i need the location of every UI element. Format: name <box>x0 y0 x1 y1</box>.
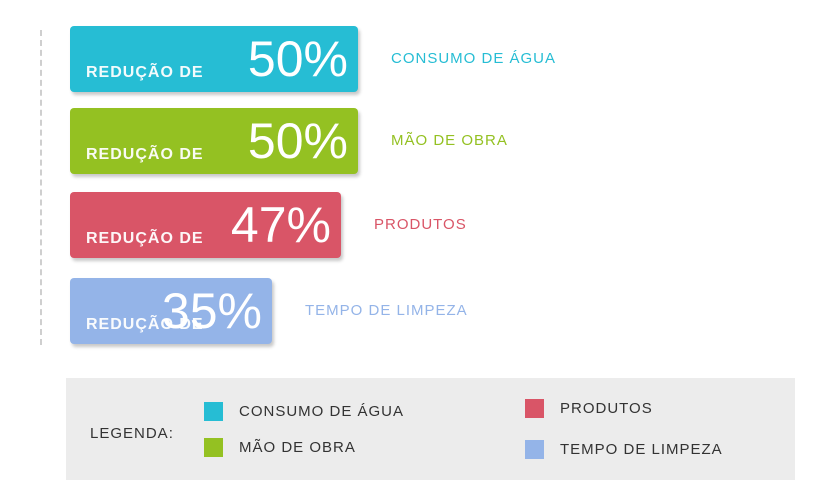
bar-value-label: 50% <box>247 31 348 87</box>
legend: LEGENDA: CONSUMO DE ÁGUA MÃO DE OBRA PRO… <box>66 378 795 480</box>
bar-prefix-label: REDUÇÃO DE <box>86 316 204 333</box>
category-label-produtos: PRODUTOS <box>374 216 467 233</box>
bar-consumo-de-agua: REDUÇÃO DE 50% <box>70 26 358 92</box>
bar-tempo-de-limpeza: REDUÇÃO DE 35% <box>70 278 272 344</box>
bar-produtos: REDUÇÃO DE 47% <box>70 192 341 258</box>
legend-label-consumo-de-agua: CONSUMO DE ÁGUA <box>239 403 405 420</box>
category-label-tempo-de-limpeza: TEMPO DE LIMPEZA <box>305 302 468 319</box>
bar-prefix-label: REDUÇÃO DE <box>86 146 204 163</box>
dashed-axis-line <box>40 30 42 345</box>
bar-prefix-label: REDUÇÃO DE <box>86 230 204 247</box>
bar-value-label: 35% <box>161 283 262 339</box>
legend-label-produtos: PRODUTOS <box>560 400 653 417</box>
legend-item-consumo-de-agua: CONSUMO DE ÁGUA <box>204 402 404 421</box>
legend-item-mao-de-obra: MÃO DE OBRA <box>204 438 356 457</box>
legend-title: LEGENDA: <box>90 425 174 442</box>
bar-value-label: 47% <box>230 197 331 253</box>
legend-swatch-produtos <box>525 399 544 418</box>
legend-swatch-mao-de-obra <box>204 438 223 457</box>
bar-mao-de-obra: REDUÇÃO DE 50% <box>70 108 358 174</box>
legend-label-mao-de-obra: MÃO DE OBRA <box>239 439 356 456</box>
bar-prefix-label: REDUÇÃO DE <box>86 64 204 81</box>
category-label-mao-de-obra: MÃO DE OBRA <box>391 132 508 149</box>
legend-label-tempo-de-limpeza: TEMPO DE LIMPEZA <box>560 441 723 458</box>
legend-item-tempo-de-limpeza: TEMPO DE LIMPEZA <box>525 440 723 459</box>
legend-item-produtos: PRODUTOS <box>525 399 653 418</box>
legend-swatch-tempo-de-limpeza <box>525 440 544 459</box>
legend-swatch-consumo-de-agua <box>204 402 223 421</box>
bar-value-label: 50% <box>247 113 348 169</box>
category-label-consumo-de-agua: CONSUMO DE ÁGUA <box>391 50 557 67</box>
